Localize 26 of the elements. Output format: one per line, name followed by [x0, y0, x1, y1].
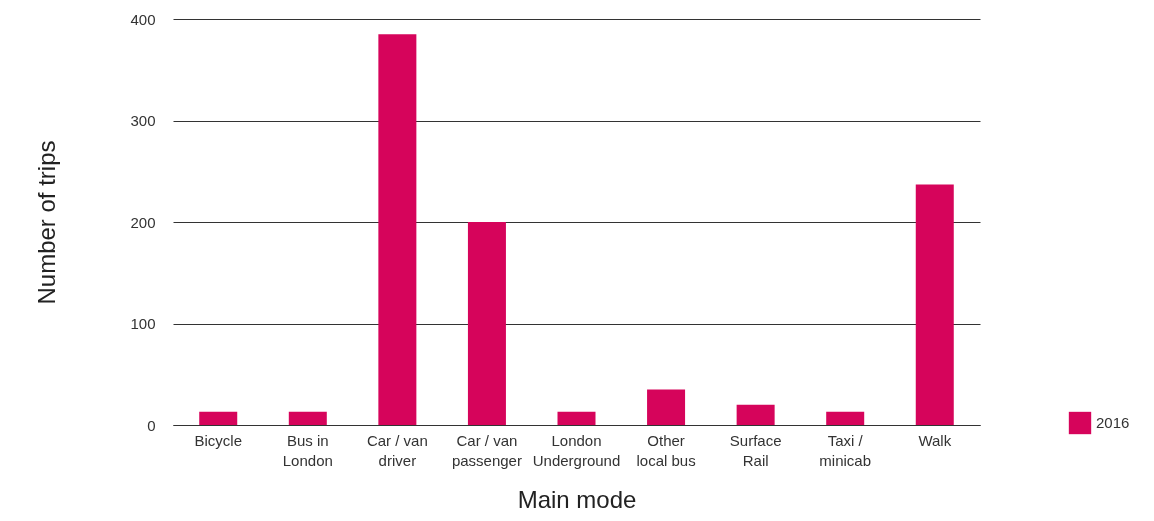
- bar: [199, 411, 238, 425]
- legend-label: 2016: [1096, 414, 1130, 431]
- x-tick-label: Car / van passenger: [451, 431, 522, 469]
- y-tick-label: 100: [130, 315, 156, 332]
- bar: [378, 34, 417, 425]
- x-tick-label: Car / van driver: [366, 431, 428, 469]
- y-tick-label: 400: [130, 10, 156, 28]
- x-axis-title: Main mode: [517, 485, 637, 513]
- bar: [467, 222, 506, 425]
- x-tick-label: Other local bus: [636, 431, 696, 469]
- y-tick-label: 0: [147, 416, 156, 434]
- x-tick-label: London Underground: [532, 431, 621, 469]
- x-tick-label: Bus in London: [282, 431, 333, 469]
- bar: [826, 411, 865, 425]
- bar: [915, 184, 954, 425]
- x-tick-label: Walk: [918, 431, 952, 449]
- x-tick-label: Taxi / minicab: [819, 431, 872, 469]
- bar: [736, 404, 775, 425]
- y-tick-label: 200: [130, 213, 156, 231]
- bar: [557, 411, 596, 425]
- y-tick-label: 300: [130, 112, 156, 129]
- y-axis-title: Number of trips: [33, 140, 61, 305]
- bar: [288, 411, 327, 425]
- x-tick-label: Surface Rail: [729, 431, 782, 469]
- bar: [647, 389, 686, 425]
- x-tick-label: Bicycle: [194, 431, 242, 449]
